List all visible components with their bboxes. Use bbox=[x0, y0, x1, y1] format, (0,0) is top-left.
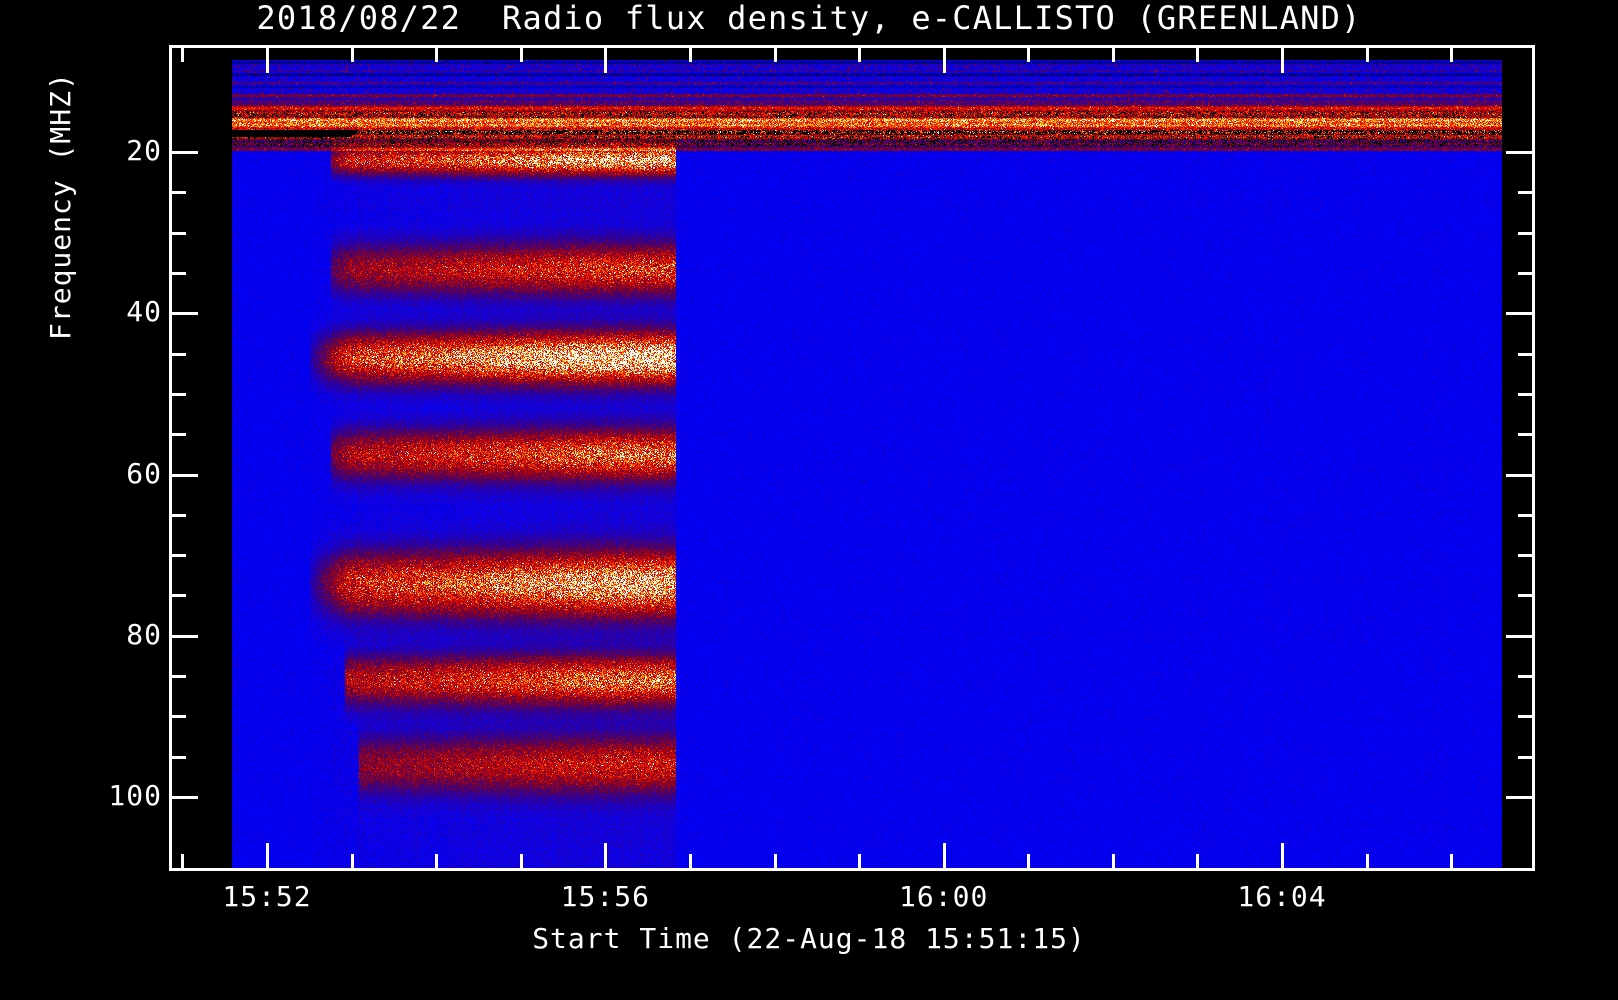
y-tick-minor bbox=[172, 715, 186, 719]
y-tick-minor bbox=[172, 271, 186, 275]
x-tick-minor-top bbox=[1365, 48, 1369, 62]
x-tick-minor-top bbox=[773, 48, 777, 62]
y-tick-major-right bbox=[1506, 796, 1532, 799]
y-tick-major-right bbox=[1506, 151, 1532, 154]
x-tick-major bbox=[266, 843, 269, 868]
y-tick-major bbox=[172, 312, 198, 316]
x-tick-label: 16:00 bbox=[899, 880, 989, 913]
x-axis-title: Start Time (22-Aug-18 15:51:15) bbox=[532, 922, 1086, 955]
x-tick-minor-top bbox=[435, 48, 439, 62]
y-tick-major bbox=[172, 151, 198, 154]
y-tick-minor bbox=[172, 191, 186, 195]
y-tick-minor bbox=[172, 352, 186, 356]
x-tick-minor bbox=[519, 854, 523, 868]
x-tick-major-top bbox=[1281, 48, 1284, 73]
y-tick-minor bbox=[172, 513, 186, 517]
y-tick-minor bbox=[172, 231, 186, 235]
y-tick-minor-right bbox=[1518, 392, 1532, 396]
x-tick-minor bbox=[1111, 854, 1115, 868]
x-tick-major bbox=[604, 843, 608, 868]
x-tick-minor-top bbox=[519, 48, 523, 62]
y-tick-major bbox=[172, 796, 198, 799]
y-tick-minor bbox=[172, 392, 186, 396]
x-tick-minor bbox=[1027, 854, 1031, 868]
x-tick-minor bbox=[435, 854, 439, 868]
x-tick-label: 16:04 bbox=[1237, 880, 1327, 913]
y-tick-label: 100 bbox=[108, 779, 162, 812]
x-tick-minor bbox=[1450, 854, 1454, 868]
x-tick-major-top bbox=[942, 48, 946, 73]
x-tick-minor-top bbox=[1450, 48, 1454, 62]
y-tick-major-right bbox=[1506, 473, 1532, 477]
x-tick-minor-top bbox=[1196, 48, 1200, 62]
y-tick-minor-right bbox=[1518, 231, 1532, 235]
y-tick-label: 20 bbox=[126, 134, 162, 167]
y-tick-minor bbox=[172, 554, 186, 558]
y-tick-major bbox=[172, 473, 198, 477]
y-tick-major bbox=[172, 634, 198, 638]
spectrogram-image bbox=[232, 60, 1502, 868]
x-tick-minor bbox=[688, 854, 692, 868]
x-tick-minor-top bbox=[1111, 48, 1115, 62]
x-tick-minor bbox=[350, 854, 354, 868]
x-tick-minor-top bbox=[1027, 48, 1031, 62]
y-tick-minor bbox=[172, 755, 186, 759]
y-tick-minor-right bbox=[1518, 715, 1532, 719]
x-tick-major-top bbox=[266, 48, 269, 73]
x-tick-major bbox=[942, 843, 946, 868]
x-tick-major-top bbox=[604, 48, 608, 73]
y-tick-minor-right bbox=[1518, 554, 1532, 558]
x-tick-label: 15:52 bbox=[222, 880, 312, 913]
x-tick-minor bbox=[858, 854, 862, 868]
page-title: 2018/08/22 Radio flux density, e-CALLIST… bbox=[256, 0, 1362, 37]
y-tick-minor-right bbox=[1518, 675, 1532, 679]
x-tick-minor bbox=[773, 854, 777, 868]
y-tick-minor bbox=[172, 433, 186, 437]
x-tick-minor bbox=[1365, 854, 1369, 868]
x-tick-minor-top bbox=[350, 48, 354, 62]
y-tick-minor bbox=[172, 594, 186, 598]
x-tick-minor bbox=[1196, 854, 1200, 868]
y-tick-minor bbox=[172, 675, 186, 679]
y-tick-minor-right bbox=[1518, 594, 1532, 598]
x-tick-label: 15:56 bbox=[560, 880, 650, 913]
y-tick-minor-right bbox=[1518, 513, 1532, 517]
y-tick-minor-right bbox=[1518, 755, 1532, 759]
x-tick-major bbox=[1281, 843, 1284, 868]
y-tick-major-right bbox=[1506, 634, 1532, 638]
y-tick-major-right bbox=[1506, 312, 1532, 316]
x-tick-minor bbox=[181, 854, 185, 868]
x-tick-minor-top bbox=[858, 48, 862, 62]
y-tick-minor-right bbox=[1518, 352, 1532, 356]
y-tick-minor-right bbox=[1518, 271, 1532, 275]
y-tick-minor-right bbox=[1518, 191, 1532, 195]
y-axis-title: Frequency (MHZ) bbox=[44, 72, 77, 340]
y-tick-minor-right bbox=[1518, 433, 1532, 437]
x-tick-minor-top bbox=[181, 48, 185, 62]
y-tick-label: 60 bbox=[126, 456, 162, 490]
x-tick-minor-top bbox=[688, 48, 692, 62]
y-tick-label: 40 bbox=[126, 295, 162, 329]
y-tick-label: 80 bbox=[126, 617, 162, 651]
